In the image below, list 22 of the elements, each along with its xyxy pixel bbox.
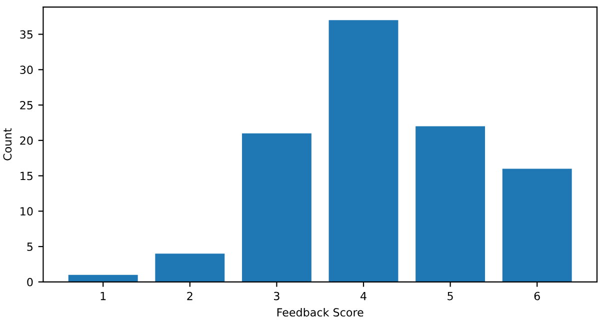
y-tick-label: 35 bbox=[20, 30, 33, 39]
y-tick-label: 20 bbox=[20, 136, 33, 145]
x-tick-label: 3 bbox=[274, 292, 280, 300]
bar bbox=[502, 168, 572, 282]
y-tick-label: 30 bbox=[20, 66, 33, 74]
y-tick-label: 15 bbox=[20, 172, 33, 180]
x-tick-label: 4 bbox=[360, 292, 366, 300]
y-tick-label: 5 bbox=[27, 242, 33, 251]
x-tick-label: 5 bbox=[448, 292, 453, 300]
x-tick-label: 1 bbox=[100, 292, 106, 300]
y-tick-label: 0 bbox=[27, 278, 33, 286]
bar bbox=[416, 126, 486, 282]
bar bbox=[242, 133, 312, 282]
y-tick-label: 10 bbox=[20, 207, 33, 216]
bar bbox=[68, 274, 138, 282]
x-tick-label: 2 bbox=[187, 292, 192, 300]
bar bbox=[155, 254, 225, 282]
x-tick-label: 6 bbox=[534, 292, 540, 300]
y-axis-title: Count bbox=[3, 128, 12, 160]
x-axis-title: Feedback Score bbox=[277, 308, 364, 317]
bar bbox=[328, 20, 398, 282]
y-tick-label: 25 bbox=[20, 101, 33, 110]
